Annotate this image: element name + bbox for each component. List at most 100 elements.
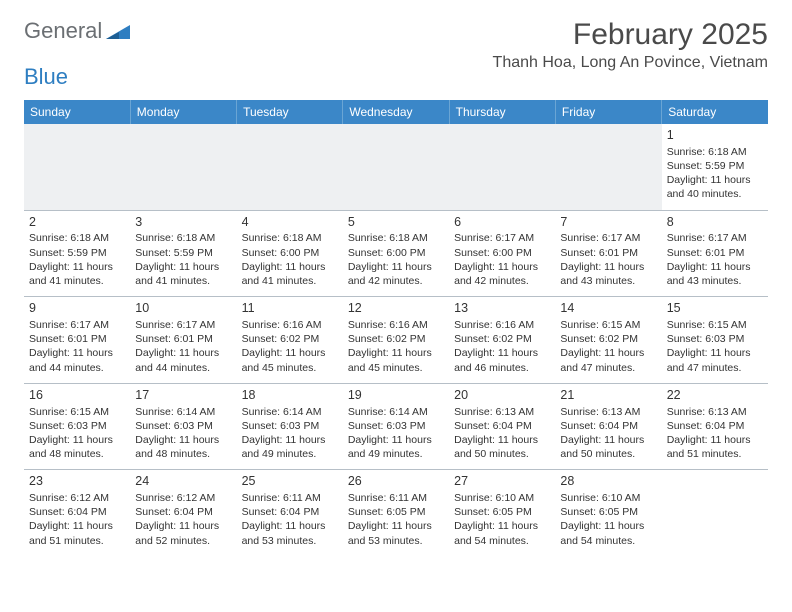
daylight-text: Daylight: 11 hours and 52 minutes. <box>135 519 231 547</box>
day-number: 12 <box>348 300 444 317</box>
day-number: 13 <box>454 300 550 317</box>
sunrise-text: Sunrise: 6:18 AM <box>135 231 231 245</box>
calendar-day-cell: 5Sunrise: 6:18 AMSunset: 6:00 PMDaylight… <box>343 210 449 297</box>
day-number: 27 <box>454 473 550 490</box>
day-number: 8 <box>667 214 763 231</box>
sunrise-text: Sunrise: 6:13 AM <box>560 405 656 419</box>
day-number: 3 <box>135 214 231 231</box>
daylight-text: Daylight: 11 hours and 53 minutes. <box>242 519 338 547</box>
calendar-day-cell: 16Sunrise: 6:15 AMSunset: 6:03 PMDayligh… <box>24 383 130 470</box>
sunrise-text: Sunrise: 6:11 AM <box>242 491 338 505</box>
day-number: 1 <box>667 127 763 144</box>
calendar-day-cell: 11Sunrise: 6:16 AMSunset: 6:02 PMDayligh… <box>237 297 343 384</box>
day-number: 2 <box>29 214 125 231</box>
daylight-text: Daylight: 11 hours and 40 minutes. <box>667 173 763 201</box>
sunset-text: Sunset: 6:02 PM <box>242 332 338 346</box>
location-subtitle: Thanh Hoa, Long An Povince, Vietnam <box>493 54 768 72</box>
sunset-text: Sunset: 6:00 PM <box>454 246 550 260</box>
daylight-text: Daylight: 11 hours and 45 minutes. <box>242 346 338 374</box>
sunrise-text: Sunrise: 6:12 AM <box>29 491 125 505</box>
daylight-text: Daylight: 11 hours and 49 minutes. <box>242 433 338 461</box>
daylight-text: Daylight: 11 hours and 49 minutes. <box>348 433 444 461</box>
title-block: February 2025 Thanh Hoa, Long An Povince… <box>493 18 768 72</box>
sunset-text: Sunset: 6:03 PM <box>242 419 338 433</box>
calendar-day-cell: 17Sunrise: 6:14 AMSunset: 6:03 PMDayligh… <box>130 383 236 470</box>
daylight-text: Daylight: 11 hours and 43 minutes. <box>667 260 763 288</box>
day-number: 24 <box>135 473 231 490</box>
calendar-day-cell: 20Sunrise: 6:13 AMSunset: 6:04 PMDayligh… <box>449 383 555 470</box>
calendar-day-cell: 18Sunrise: 6:14 AMSunset: 6:03 PMDayligh… <box>237 383 343 470</box>
sunset-text: Sunset: 6:05 PM <box>348 505 444 519</box>
day-header: Thursday <box>449 100 555 124</box>
sunset-text: Sunset: 6:02 PM <box>454 332 550 346</box>
logo: General <box>24 18 132 44</box>
day-number: 16 <box>29 387 125 404</box>
sunset-text: Sunset: 6:04 PM <box>560 419 656 433</box>
sunrise-text: Sunrise: 6:16 AM <box>348 318 444 332</box>
sunset-text: Sunset: 5:59 PM <box>667 159 763 173</box>
daylight-text: Daylight: 11 hours and 44 minutes. <box>135 346 231 374</box>
sunrise-text: Sunrise: 6:10 AM <box>454 491 550 505</box>
sunrise-text: Sunrise: 6:13 AM <box>667 405 763 419</box>
calendar-day-cell: 13Sunrise: 6:16 AMSunset: 6:02 PMDayligh… <box>449 297 555 384</box>
daylight-text: Daylight: 11 hours and 43 minutes. <box>560 260 656 288</box>
daylight-text: Daylight: 11 hours and 41 minutes. <box>242 260 338 288</box>
calendar-day-cell: 19Sunrise: 6:14 AMSunset: 6:03 PMDayligh… <box>343 383 449 470</box>
day-header-row: Sunday Monday Tuesday Wednesday Thursday… <box>24 100 768 124</box>
calendar-day-cell: 15Sunrise: 6:15 AMSunset: 6:03 PMDayligh… <box>662 297 768 384</box>
day-header: Saturday <box>662 100 768 124</box>
sunrise-text: Sunrise: 6:17 AM <box>560 231 656 245</box>
sunset-text: Sunset: 6:04 PM <box>135 505 231 519</box>
calendar-day-cell <box>555 124 661 210</box>
sunrise-text: Sunrise: 6:17 AM <box>135 318 231 332</box>
calendar-day-cell: 9Sunrise: 6:17 AMSunset: 6:01 PMDaylight… <box>24 297 130 384</box>
day-number: 11 <box>242 300 338 317</box>
daylight-text: Daylight: 11 hours and 50 minutes. <box>454 433 550 461</box>
calendar-day-cell: 1Sunrise: 6:18 AMSunset: 5:59 PMDaylight… <box>662 124 768 210</box>
calendar-table: Sunday Monday Tuesday Wednesday Thursday… <box>24 100 768 556</box>
sunrise-text: Sunrise: 6:18 AM <box>242 231 338 245</box>
logo-icon <box>106 22 132 40</box>
day-number: 26 <box>348 473 444 490</box>
calendar-day-cell <box>343 124 449 210</box>
sunset-text: Sunset: 6:01 PM <box>560 246 656 260</box>
sunrise-text: Sunrise: 6:15 AM <box>560 318 656 332</box>
day-number: 4 <box>242 214 338 231</box>
sunset-text: Sunset: 6:04 PM <box>242 505 338 519</box>
sunrise-text: Sunrise: 6:10 AM <box>560 491 656 505</box>
sunset-text: Sunset: 6:03 PM <box>135 419 231 433</box>
calendar-day-cell: 12Sunrise: 6:16 AMSunset: 6:02 PMDayligh… <box>343 297 449 384</box>
daylight-text: Daylight: 11 hours and 53 minutes. <box>348 519 444 547</box>
sunset-text: Sunset: 6:00 PM <box>242 246 338 260</box>
calendar-day-cell: 7Sunrise: 6:17 AMSunset: 6:01 PMDaylight… <box>555 210 661 297</box>
day-number: 10 <box>135 300 231 317</box>
day-number: 23 <box>29 473 125 490</box>
day-number: 20 <box>454 387 550 404</box>
daylight-text: Daylight: 11 hours and 42 minutes. <box>454 260 550 288</box>
sunrise-text: Sunrise: 6:15 AM <box>29 405 125 419</box>
day-number: 6 <box>454 214 550 231</box>
day-number: 28 <box>560 473 656 490</box>
daylight-text: Daylight: 11 hours and 41 minutes. <box>29 260 125 288</box>
daylight-text: Daylight: 11 hours and 47 minutes. <box>560 346 656 374</box>
daylight-text: Daylight: 11 hours and 51 minutes. <box>667 433 763 461</box>
day-number: 15 <box>667 300 763 317</box>
day-number: 19 <box>348 387 444 404</box>
day-header: Wednesday <box>343 100 449 124</box>
sunset-text: Sunset: 6:02 PM <box>560 332 656 346</box>
daylight-text: Daylight: 11 hours and 48 minutes. <box>135 433 231 461</box>
calendar-day-cell: 8Sunrise: 6:17 AMSunset: 6:01 PMDaylight… <box>662 210 768 297</box>
calendar-day-cell <box>237 124 343 210</box>
sunrise-text: Sunrise: 6:17 AM <box>29 318 125 332</box>
calendar-day-cell <box>662 470 768 556</box>
sunset-text: Sunset: 5:59 PM <box>135 246 231 260</box>
sunrise-text: Sunrise: 6:18 AM <box>667 145 763 159</box>
calendar-day-cell: 14Sunrise: 6:15 AMSunset: 6:02 PMDayligh… <box>555 297 661 384</box>
daylight-text: Daylight: 11 hours and 50 minutes. <box>560 433 656 461</box>
calendar-day-cell <box>130 124 236 210</box>
calendar-day-cell: 23Sunrise: 6:12 AMSunset: 6:04 PMDayligh… <box>24 470 130 556</box>
sunset-text: Sunset: 6:03 PM <box>667 332 763 346</box>
sunrise-text: Sunrise: 6:15 AM <box>667 318 763 332</box>
sunset-text: Sunset: 6:05 PM <box>560 505 656 519</box>
calendar-week-row: 2Sunrise: 6:18 AMSunset: 5:59 PMDaylight… <box>24 210 768 297</box>
